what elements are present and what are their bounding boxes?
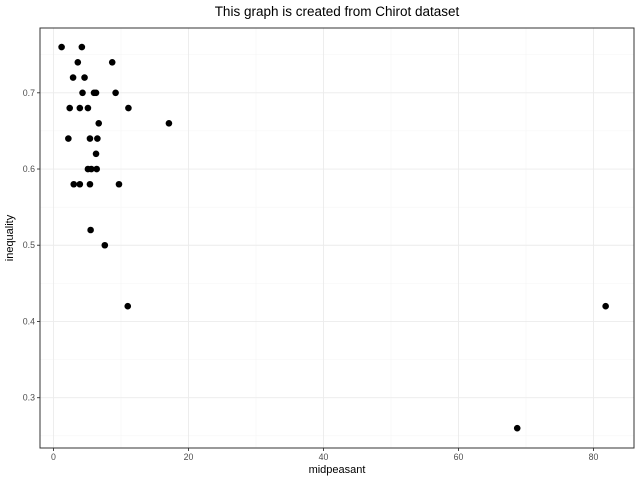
- data-point: [58, 43, 65, 51]
- axis-ticks: 0 20 40 60 80 0.3 0.4 0.5 0.6 0.7: [23, 88, 599, 462]
- data-point: [165, 119, 173, 127]
- data-point: [101, 241, 109, 249]
- chart-title: This graph is created from Chirot datase…: [215, 4, 460, 19]
- plot-panel-border: [39, 27, 635, 449]
- x-tick-label: 80: [589, 452, 599, 462]
- x-tick-label: 60: [454, 452, 464, 462]
- x-axis-label: midpeasant: [309, 464, 366, 476]
- data-point: [65, 135, 72, 142]
- y-tick-label: 0.6: [23, 164, 35, 174]
- data-point: [81, 74, 88, 81]
- data-point: [112, 89, 119, 97]
- data-point: [86, 180, 94, 188]
- x-tick-label: 40: [319, 452, 329, 462]
- y-axis-label: inequality: [4, 214, 16, 261]
- data-point: [78, 43, 86, 51]
- data-point: [602, 302, 609, 310]
- data-point: [108, 59, 116, 66]
- data-points: [58, 43, 609, 432]
- data-point: [88, 165, 95, 173]
- data-point: [76, 180, 84, 188]
- data-point: [513, 424, 521, 432]
- y-tick-label: 0.5: [23, 240, 35, 250]
- data-point: [92, 89, 100, 97]
- data-point: [69, 74, 77, 81]
- gridlines: [40, 28, 634, 448]
- x-tick-label: 20: [184, 452, 194, 462]
- data-point: [87, 226, 94, 234]
- y-tick-label: 0.7: [23, 88, 35, 98]
- data-point: [124, 302, 132, 310]
- plot-panel: [40, 28, 634, 448]
- y-tick-label: 0.3: [23, 393, 35, 403]
- data-point: [92, 150, 100, 158]
- data-point: [79, 89, 86, 97]
- data-point: [70, 180, 78, 188]
- data-point: [115, 180, 123, 188]
- data-point: [125, 104, 132, 112]
- data-point: [66, 104, 73, 112]
- x-tick-label: 0: [51, 452, 56, 462]
- data-point: [95, 119, 103, 127]
- data-point: [93, 165, 100, 173]
- data-point: [94, 135, 101, 142]
- data-point: [86, 135, 94, 142]
- data-point: [76, 104, 84, 112]
- data-point: [74, 59, 82, 66]
- data-point: [84, 104, 92, 112]
- y-tick-label: 0.4: [23, 316, 35, 326]
